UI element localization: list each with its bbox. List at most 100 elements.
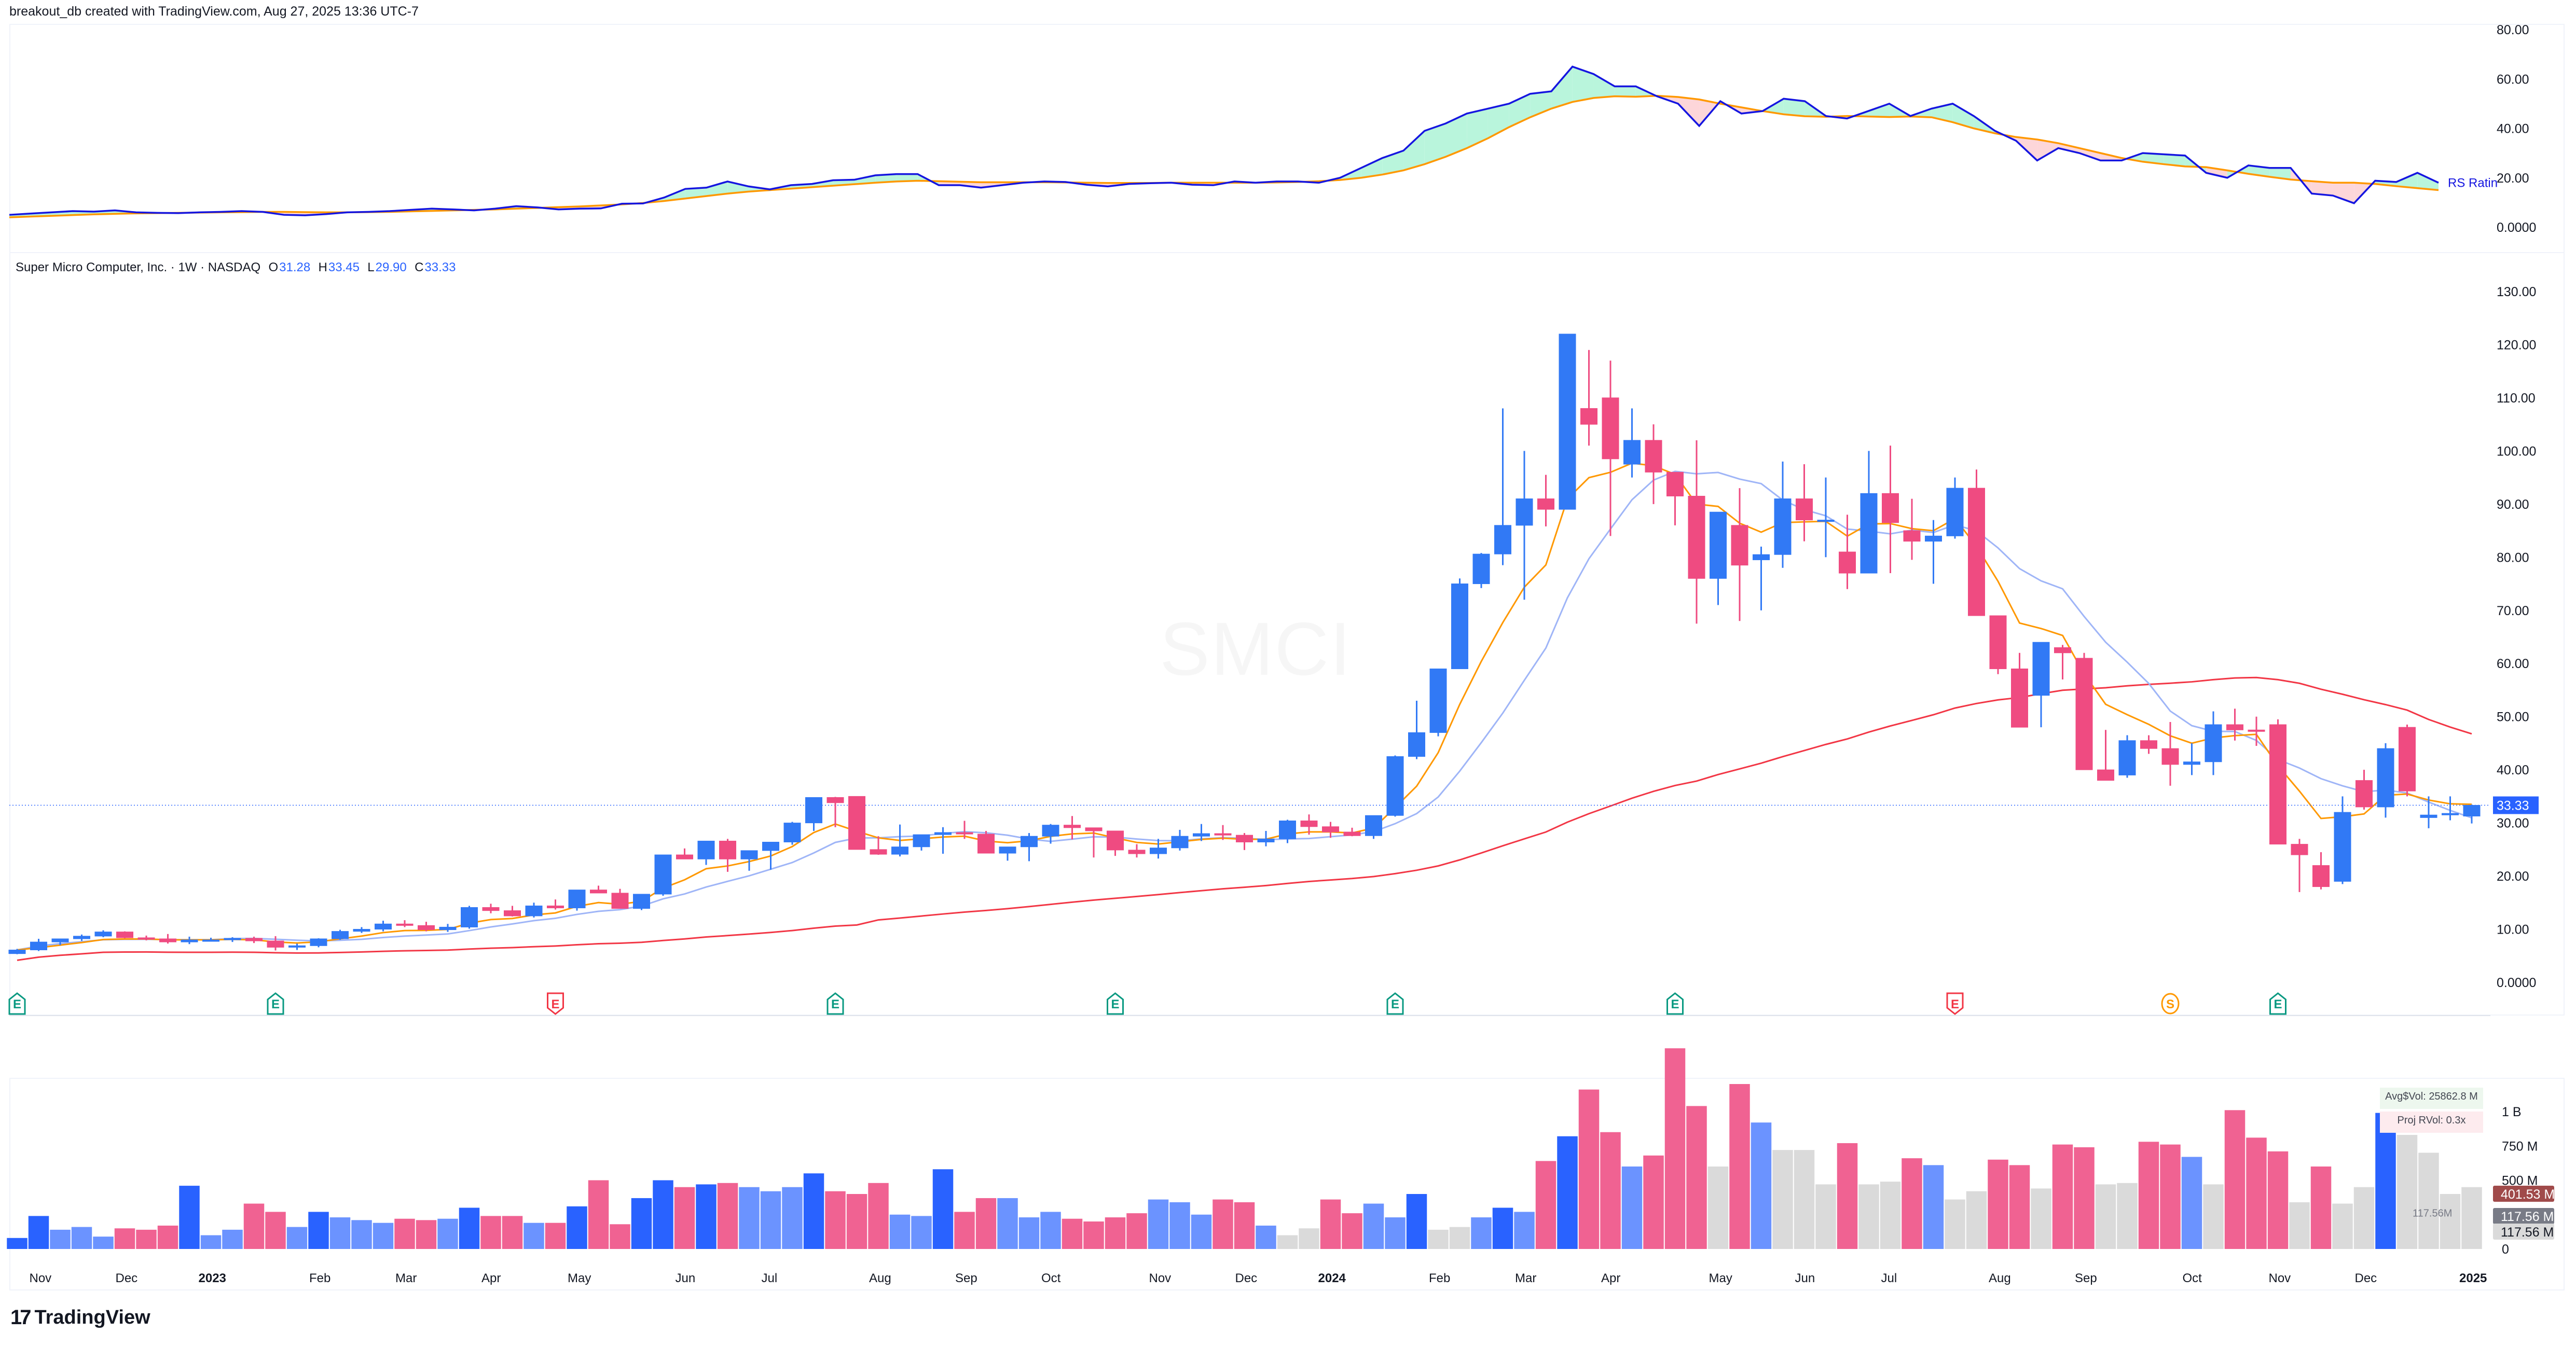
volume-bar[interactable]: [1342, 1213, 1362, 1249]
volume-bar[interactable]: [610, 1224, 630, 1249]
split-event-icon[interactable]: S: [2161, 993, 2180, 1015]
candle[interactable]: [267, 936, 284, 951]
volume-bar[interactable]: [674, 1187, 695, 1249]
candle[interactable]: [1429, 668, 1447, 737]
volume-bar[interactable]: [416, 1220, 437, 1249]
volume-bar[interactable]: [93, 1237, 114, 1249]
volume-bar[interactable]: [1105, 1217, 1126, 1249]
candle[interactable]: [2463, 804, 2481, 824]
earnings-event-icon[interactable]: E: [547, 992, 564, 1015]
candle[interactable]: [353, 927, 370, 933]
candle[interactable]: [1300, 814, 1318, 835]
volume-bar[interactable]: [739, 1187, 760, 1249]
volume-bar[interactable]: [351, 1220, 372, 1249]
volume-bar[interactable]: [1772, 1150, 1793, 1249]
volume-bar[interactable]: [1514, 1212, 1535, 1249]
candle[interactable]: [568, 890, 586, 911]
volume-bar[interactable]: [1923, 1165, 1944, 1249]
candle[interactable]: [1666, 471, 1684, 525]
candle[interactable]: [697, 840, 715, 865]
candle[interactable]: [181, 936, 198, 945]
volume-bar[interactable]: [975, 1198, 997, 1249]
candle[interactable]: [396, 920, 414, 927]
volume-bar[interactable]: [1988, 1159, 2008, 1249]
candle[interactable]: [1580, 350, 1597, 446]
earnings-event-icon[interactable]: E: [1666, 992, 1684, 1015]
candle[interactable]: [2442, 796, 2459, 821]
candle[interactable]: [719, 839, 736, 872]
volume-bar[interactable]: [329, 1217, 351, 1249]
candle[interactable]: [805, 797, 822, 831]
volume-bar[interactable]: [1945, 1199, 1965, 1249]
volume-bar[interactable]: [1557, 1136, 1578, 1249]
candle[interactable]: [2355, 770, 2373, 810]
candle[interactable]: [2312, 852, 2330, 890]
volume-bar[interactable]: [502, 1216, 523, 1249]
volume-bar[interactable]: [1320, 1199, 1341, 1249]
volume-bar[interactable]: [222, 1229, 243, 1249]
candle[interactable]: [1623, 408, 1641, 478]
volume-bar[interactable]: [1234, 1202, 1255, 1249]
candle[interactable]: [891, 824, 908, 857]
volume-bar[interactable]: [2440, 1194, 2461, 1249]
volume-bar[interactable]: [2031, 1188, 2051, 1249]
candle[interactable]: [461, 906, 478, 929]
candle[interactable]: [94, 930, 112, 937]
volume-bar[interactable]: [2310, 1167, 2332, 1249]
volume-bar[interactable]: [243, 1203, 265, 1249]
volume-bar[interactable]: [1299, 1228, 1319, 1249]
volume-bar[interactable]: [653, 1180, 673, 1249]
candle[interactable]: [51, 938, 69, 946]
volume-bar[interactable]: [114, 1228, 135, 1249]
volume-bar[interactable]: [1126, 1213, 1147, 1249]
candle[interactable]: [137, 935, 155, 941]
candle[interactable]: [8, 949, 26, 954]
volume-bar[interactable]: [136, 1229, 157, 1249]
volume-bar[interactable]: [2375, 1113, 2396, 1249]
candle[interactable]: [332, 929, 349, 940]
candle[interactable]: [1472, 553, 1490, 588]
volume-bar[interactable]: [545, 1223, 566, 1249]
candle[interactable]: [2161, 721, 2179, 786]
candle[interactable]: [2183, 743, 2200, 775]
candle[interactable]: [2097, 730, 2114, 781]
volume-bar[interactable]: [7, 1238, 27, 1249]
volume-bar[interactable]: [2396, 1135, 2418, 1249]
volume-bar[interactable]: [157, 1225, 178, 1249]
volume-bar[interactable]: [265, 1212, 286, 1249]
candle[interactable]: [1710, 511, 1727, 605]
candle[interactable]: [2291, 839, 2308, 892]
volume-bar[interactable]: [1643, 1155, 1664, 1249]
volume-bar[interactable]: [1169, 1202, 1190, 1249]
candle[interactable]: [848, 796, 865, 850]
volume-bar[interactable]: [803, 1173, 824, 1249]
candle[interactable]: [1989, 615, 2007, 674]
volume-bar[interactable]: [1621, 1167, 1643, 1249]
candle[interactable]: [1774, 461, 1792, 568]
volume-bar[interactable]: [1492, 1207, 1513, 1249]
candle[interactable]: [1860, 451, 1878, 574]
volume-bar[interactable]: [1858, 1184, 1879, 1249]
candle[interactable]: [202, 937, 219, 942]
volume-bar[interactable]: [868, 1183, 889, 1249]
candle[interactable]: [1537, 475, 1554, 526]
volume-bar[interactable]: [717, 1183, 738, 1249]
candle[interactable]: [1171, 829, 1189, 851]
candle[interactable]: [30, 938, 47, 951]
volume-bar[interactable]: [1277, 1235, 1298, 1249]
volume-bar[interactable]: [308, 1212, 329, 1249]
candle[interactable]: [116, 931, 133, 938]
volume-bar[interactable]: [1406, 1194, 1427, 1249]
candle[interactable]: [1365, 815, 1382, 839]
candle[interactable]: [956, 821, 973, 839]
volume-bar[interactable]: [846, 1194, 867, 1249]
volume-bar[interactable]: [394, 1218, 415, 1249]
earnings-event-icon[interactable]: E: [826, 992, 844, 1015]
volume-bar[interactable]: [1794, 1150, 1815, 1249]
candle[interactable]: [977, 830, 995, 854]
volume-bar[interactable]: [1707, 1167, 1729, 1249]
volume-bar[interactable]: [1449, 1227, 1470, 1249]
candle[interactable]: [1150, 839, 1167, 859]
volume-bar[interactable]: [50, 1229, 71, 1249]
volume-bar[interactable]: [588, 1180, 609, 1249]
